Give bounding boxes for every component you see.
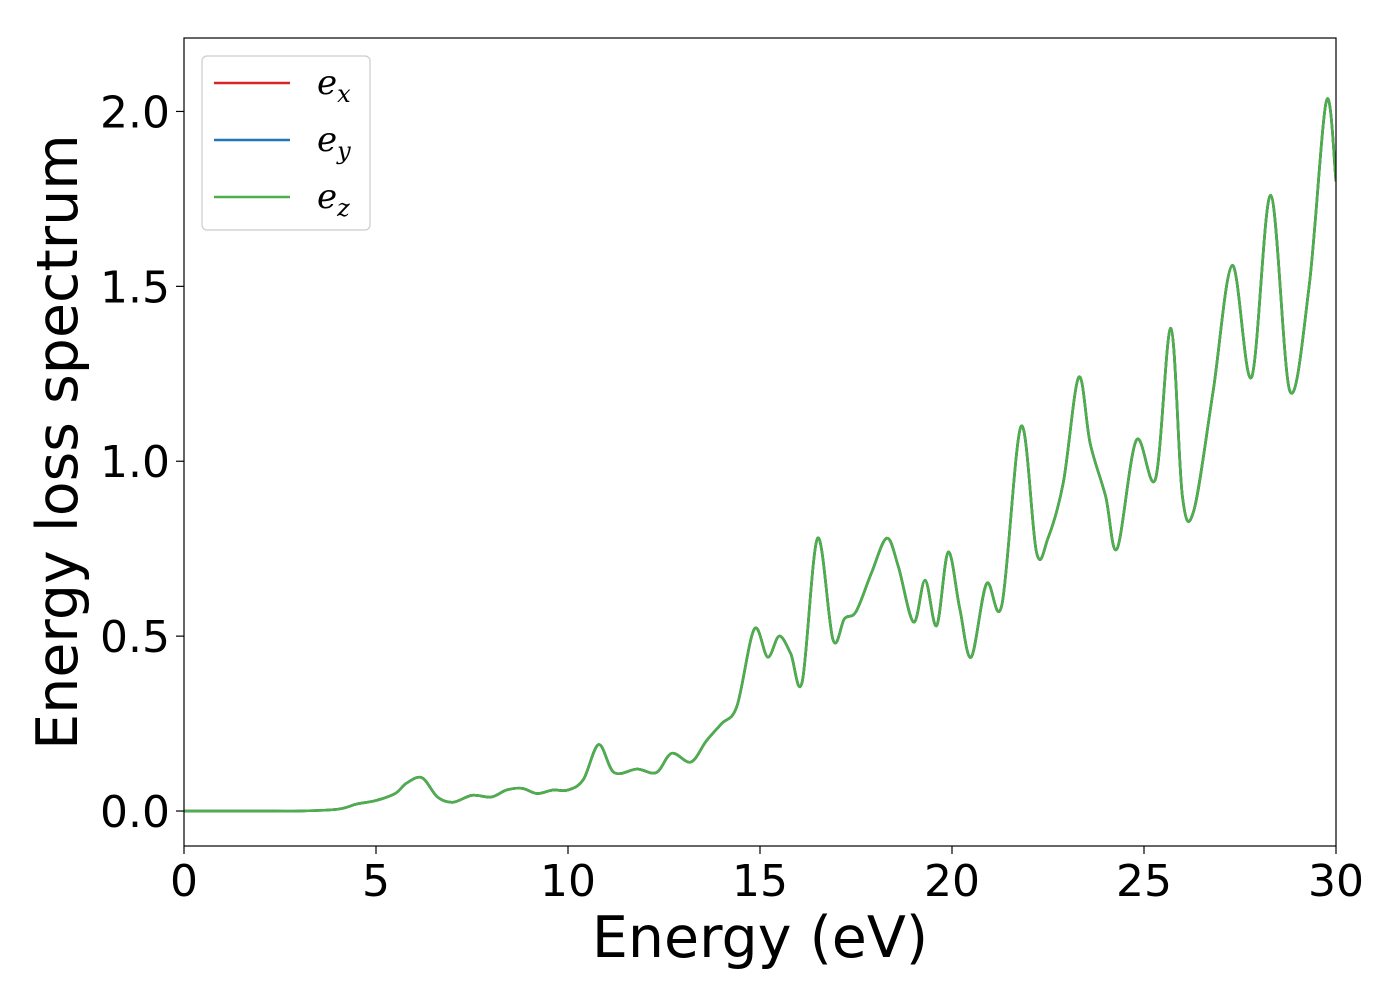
- series-line-e-z: [184, 97, 1336, 813]
- y-axis: 0.0 0.5 1.0 1.5 2.0: [100, 87, 184, 838]
- legend-label-y: ey: [317, 120, 351, 165]
- y-tick-label: 1.0: [100, 437, 170, 488]
- y-tick-label: 0.5: [100, 612, 170, 663]
- y-tick-label: 1.5: [100, 262, 170, 313]
- x-tick-label: 0: [170, 856, 198, 907]
- x-axis: 0 5 10 15 20 25 30: [170, 846, 1364, 907]
- x-tick-label: 10: [540, 856, 596, 907]
- x-tick-label: 5: [362, 856, 390, 907]
- x-tick-label: 15: [732, 856, 788, 907]
- x-tick-label: 25: [1116, 856, 1172, 907]
- legend: ex ey ez: [201, 55, 371, 231]
- x-axis-title: Energy (eV): [592, 905, 928, 971]
- legend-label-z: ez: [317, 177, 350, 222]
- legend-box: [201, 55, 371, 231]
- legend-label-x: ex: [317, 63, 351, 108]
- y-tick-label: 0.0: [100, 787, 170, 838]
- x-tick-label: 20: [924, 856, 980, 907]
- y-axis-title: Energy loss spectrum: [25, 134, 91, 750]
- series-layer: [184, 97, 1336, 813]
- x-tick-label: 30: [1308, 856, 1364, 907]
- y-tick-label: 2.0: [100, 87, 170, 138]
